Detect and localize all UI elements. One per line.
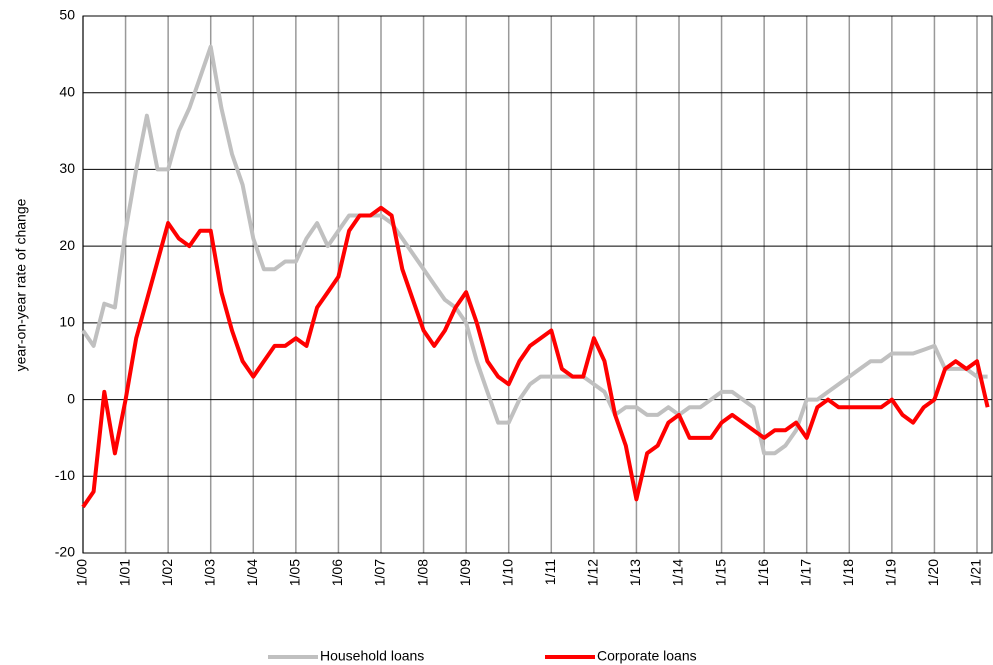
x-tick-label: 1/21 (968, 559, 984, 586)
x-tick-label: 1/16 (755, 559, 771, 586)
y-tick-label: 0 (67, 390, 75, 406)
y-tick-label: -10 (55, 467, 75, 483)
x-tick-label: 1/10 (499, 559, 515, 586)
y-tick-label: 20 (59, 237, 75, 253)
x-tick-label: 1/12 (585, 559, 601, 586)
x-tick-label: 1/09 (457, 559, 473, 586)
plot-frame (82, 15, 993, 554)
x-tick-label: 1/08 (414, 559, 430, 586)
x-tick-label: 1/00 (74, 559, 90, 586)
line-series (81, 205, 990, 509)
x-tick-label: 1/11 (542, 559, 558, 585)
x-tick-label: 1/02 (159, 559, 175, 586)
y-tick-label: -20 (55, 544, 75, 560)
y-tick-label: 40 (59, 83, 75, 99)
legend-label: Corporate loans (597, 648, 697, 664)
y-tick-label: 30 (59, 160, 75, 176)
x-tick-label: 1/06 (329, 559, 345, 586)
legend-label: Household loans (320, 648, 424, 664)
x-tick-label: 1/04 (244, 559, 260, 586)
x-tick-label: 1/18 (840, 559, 856, 586)
y-tick-label: 50 (59, 7, 75, 23)
x-tick-label: 1/20 (925, 559, 941, 586)
y-axis-label: year-on-year rate of change (13, 198, 29, 371)
x-tick-label: 1/15 (712, 559, 728, 586)
x-tick-label: 1/01 (116, 559, 132, 586)
x-tick-label: 1/17 (797, 559, 813, 586)
line-series (81, 44, 988, 456)
x-tick-label: 1/05 (287, 559, 303, 586)
x-tick-label: 1/19 (883, 559, 899, 586)
x-tick-label: 1/07 (372, 559, 388, 586)
x-tick-label: 1/13 (627, 559, 643, 586)
x-tick-label: 1/14 (670, 559, 686, 586)
x-tick-label: 1/03 (201, 559, 217, 586)
y-tick-label: 10 (59, 314, 75, 330)
